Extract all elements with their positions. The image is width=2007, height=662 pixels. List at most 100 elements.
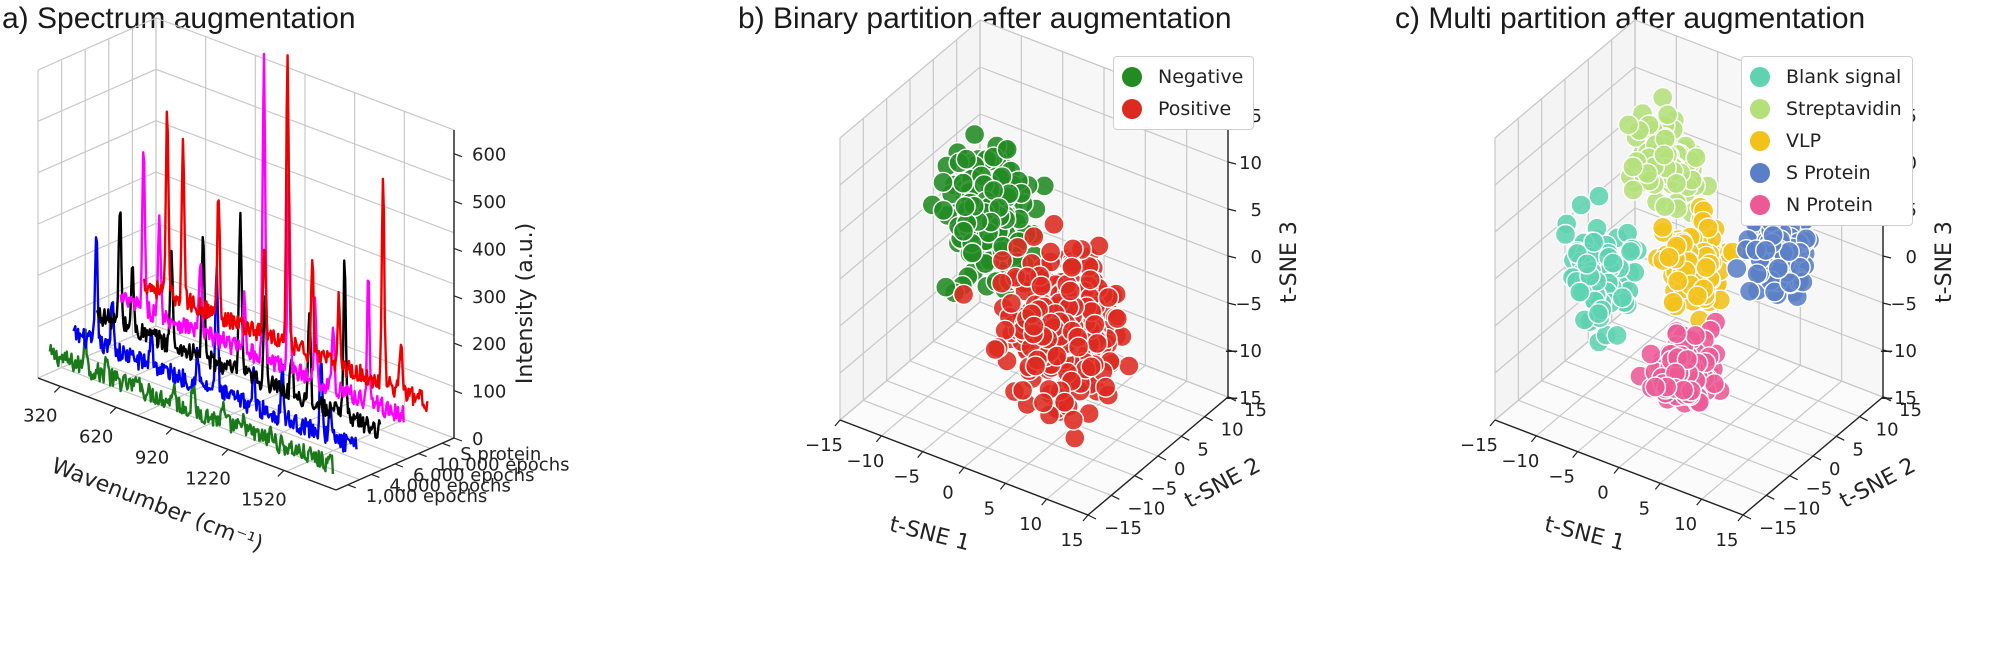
y-tick — [1789, 475, 1798, 481]
scatter-point — [1576, 253, 1598, 275]
x-tick-label: 1520 — [241, 489, 287, 510]
legend-item: N Protein — [1750, 189, 1902, 221]
scatter-point — [1622, 156, 1644, 178]
scatter-point — [1080, 356, 1102, 378]
z-tick-label: 200 — [472, 334, 506, 355]
scatter-point — [1703, 373, 1726, 395]
x-tick — [53, 385, 61, 393]
legend-marker — [1750, 195, 1770, 215]
scatter-point — [1738, 280, 1761, 302]
x-tick-label: 5 — [1639, 498, 1650, 519]
z-tick — [1227, 396, 1237, 400]
y-tick-label: −10 — [1782, 498, 1820, 519]
z-tick-label: −5 — [1890, 294, 1917, 315]
z-tick — [453, 153, 463, 158]
z-tick-label: 100 — [472, 382, 506, 403]
z-tick — [1882, 302, 1892, 306]
scatter-point — [961, 242, 983, 264]
x-axis-label: Wavenumber (cm⁻¹) — [48, 454, 266, 558]
scatter-point — [1043, 213, 1065, 236]
spectrum-line-10-000-epochs — [119, 52, 405, 423]
z-tick — [1882, 255, 1892, 259]
x-tick — [221, 448, 229, 456]
panel-a-title: a) Spectrum augmentation — [2, 2, 356, 35]
x-axis-line — [37, 377, 337, 491]
x-tick — [1737, 514, 1744, 522]
y-tick-label: 10 — [1876, 420, 1899, 441]
y-tick-label: −5 — [1806, 479, 1833, 500]
y-tick-label: 0 — [1174, 459, 1185, 480]
z-tick — [453, 247, 463, 253]
scatter-point — [952, 283, 975, 306]
scatter-point — [1662, 291, 1684, 314]
scatter-point — [1676, 348, 1699, 371]
x-tick-label: −5 — [893, 467, 920, 488]
scatter-point — [1654, 195, 1676, 218]
scatter-point — [1602, 252, 1624, 274]
scatter-point — [1554, 223, 1577, 246]
scatter-point — [996, 138, 1018, 161]
z-tick — [1227, 161, 1237, 165]
x-tick-label: 10 — [1674, 514, 1697, 535]
scatter-point — [1046, 345, 1068, 367]
x-tick — [277, 469, 285, 477]
y-tick — [418, 453, 427, 458]
legend-label: S Protein — [1786, 162, 1871, 184]
y-tick-label: 10,000 epochs — [437, 455, 570, 476]
scatter-point — [1023, 315, 1045, 337]
z-tick-label: 5 — [1251, 200, 1262, 221]
scatter-point — [991, 272, 1013, 294]
z-tick — [1882, 396, 1892, 400]
scatter-point — [1658, 246, 1680, 268]
spectrum-line-1-000-epochs — [48, 328, 335, 475]
y-tick — [1742, 514, 1752, 520]
scatter-point — [1062, 409, 1085, 431]
y-axis-label: t-SNE 2 — [1181, 453, 1265, 514]
y-tick-label: S protein — [460, 444, 541, 465]
x-tick — [917, 451, 924, 459]
y-tick — [1812, 455, 1822, 461]
x-tick-label: 0 — [942, 483, 953, 504]
x-tick — [1696, 498, 1703, 506]
x-tick — [999, 482, 1006, 490]
y-tick — [1157, 455, 1167, 461]
x-tick — [834, 419, 841, 427]
panel-spectrum-augmentation: a) Spectrum augmentation 320 620 920 1220 15… — [0, 0, 690, 662]
y-tick — [1111, 494, 1120, 500]
y-tick — [1134, 475, 1143, 481]
y-tick-label: 0 — [1829, 459, 1840, 480]
legend-item: Blank signal — [1750, 61, 1902, 93]
scatter-point — [935, 276, 957, 298]
legend-label: Positive — [1158, 98, 1232, 120]
x-tick-label: 5 — [984, 498, 995, 519]
scatter-point — [1587, 303, 1610, 325]
y-tick — [441, 442, 451, 447]
scatter-point — [952, 172, 974, 194]
x-axis-label: t-SNE 1 — [1542, 512, 1628, 556]
y-tick-label: 1,000 epochs — [366, 486, 487, 507]
legend-multi: Blank signal Streptavidin VLP S Protein N Pr… — [1741, 56, 1913, 226]
z-tick — [453, 390, 463, 395]
z-tick-label: 0 — [1251, 247, 1262, 268]
scatter-point — [1024, 355, 1047, 377]
y-tick-label: −15 — [1104, 518, 1142, 539]
legend-label: N Protein — [1786, 194, 1873, 216]
y-tick — [1181, 435, 1190, 441]
x-tick — [1041, 498, 1048, 506]
z-tick — [453, 295, 463, 300]
z-axis-label: t-SNE 3 — [1932, 221, 1957, 303]
scatter-point — [1726, 257, 1748, 280]
panel-binary-partition: b) Binary partition after augmentation −… — [690, 0, 1350, 662]
y-tick-label: 15 — [1244, 400, 1267, 421]
z-tick-label: −15 — [1879, 388, 1917, 409]
scatter-point — [1007, 236, 1029, 259]
x-tick — [1572, 451, 1579, 459]
x-tick-label: 320 — [23, 405, 57, 426]
z-tick — [1227, 255, 1237, 259]
scatter-point — [1778, 240, 1800, 263]
legend-label: Negative — [1158, 66, 1244, 88]
panel-multi-partition: c) Multi partition after augmentation −1… — [1350, 0, 2007, 662]
z-tick — [1882, 349, 1892, 353]
legend-label: VLP — [1786, 130, 1822, 152]
